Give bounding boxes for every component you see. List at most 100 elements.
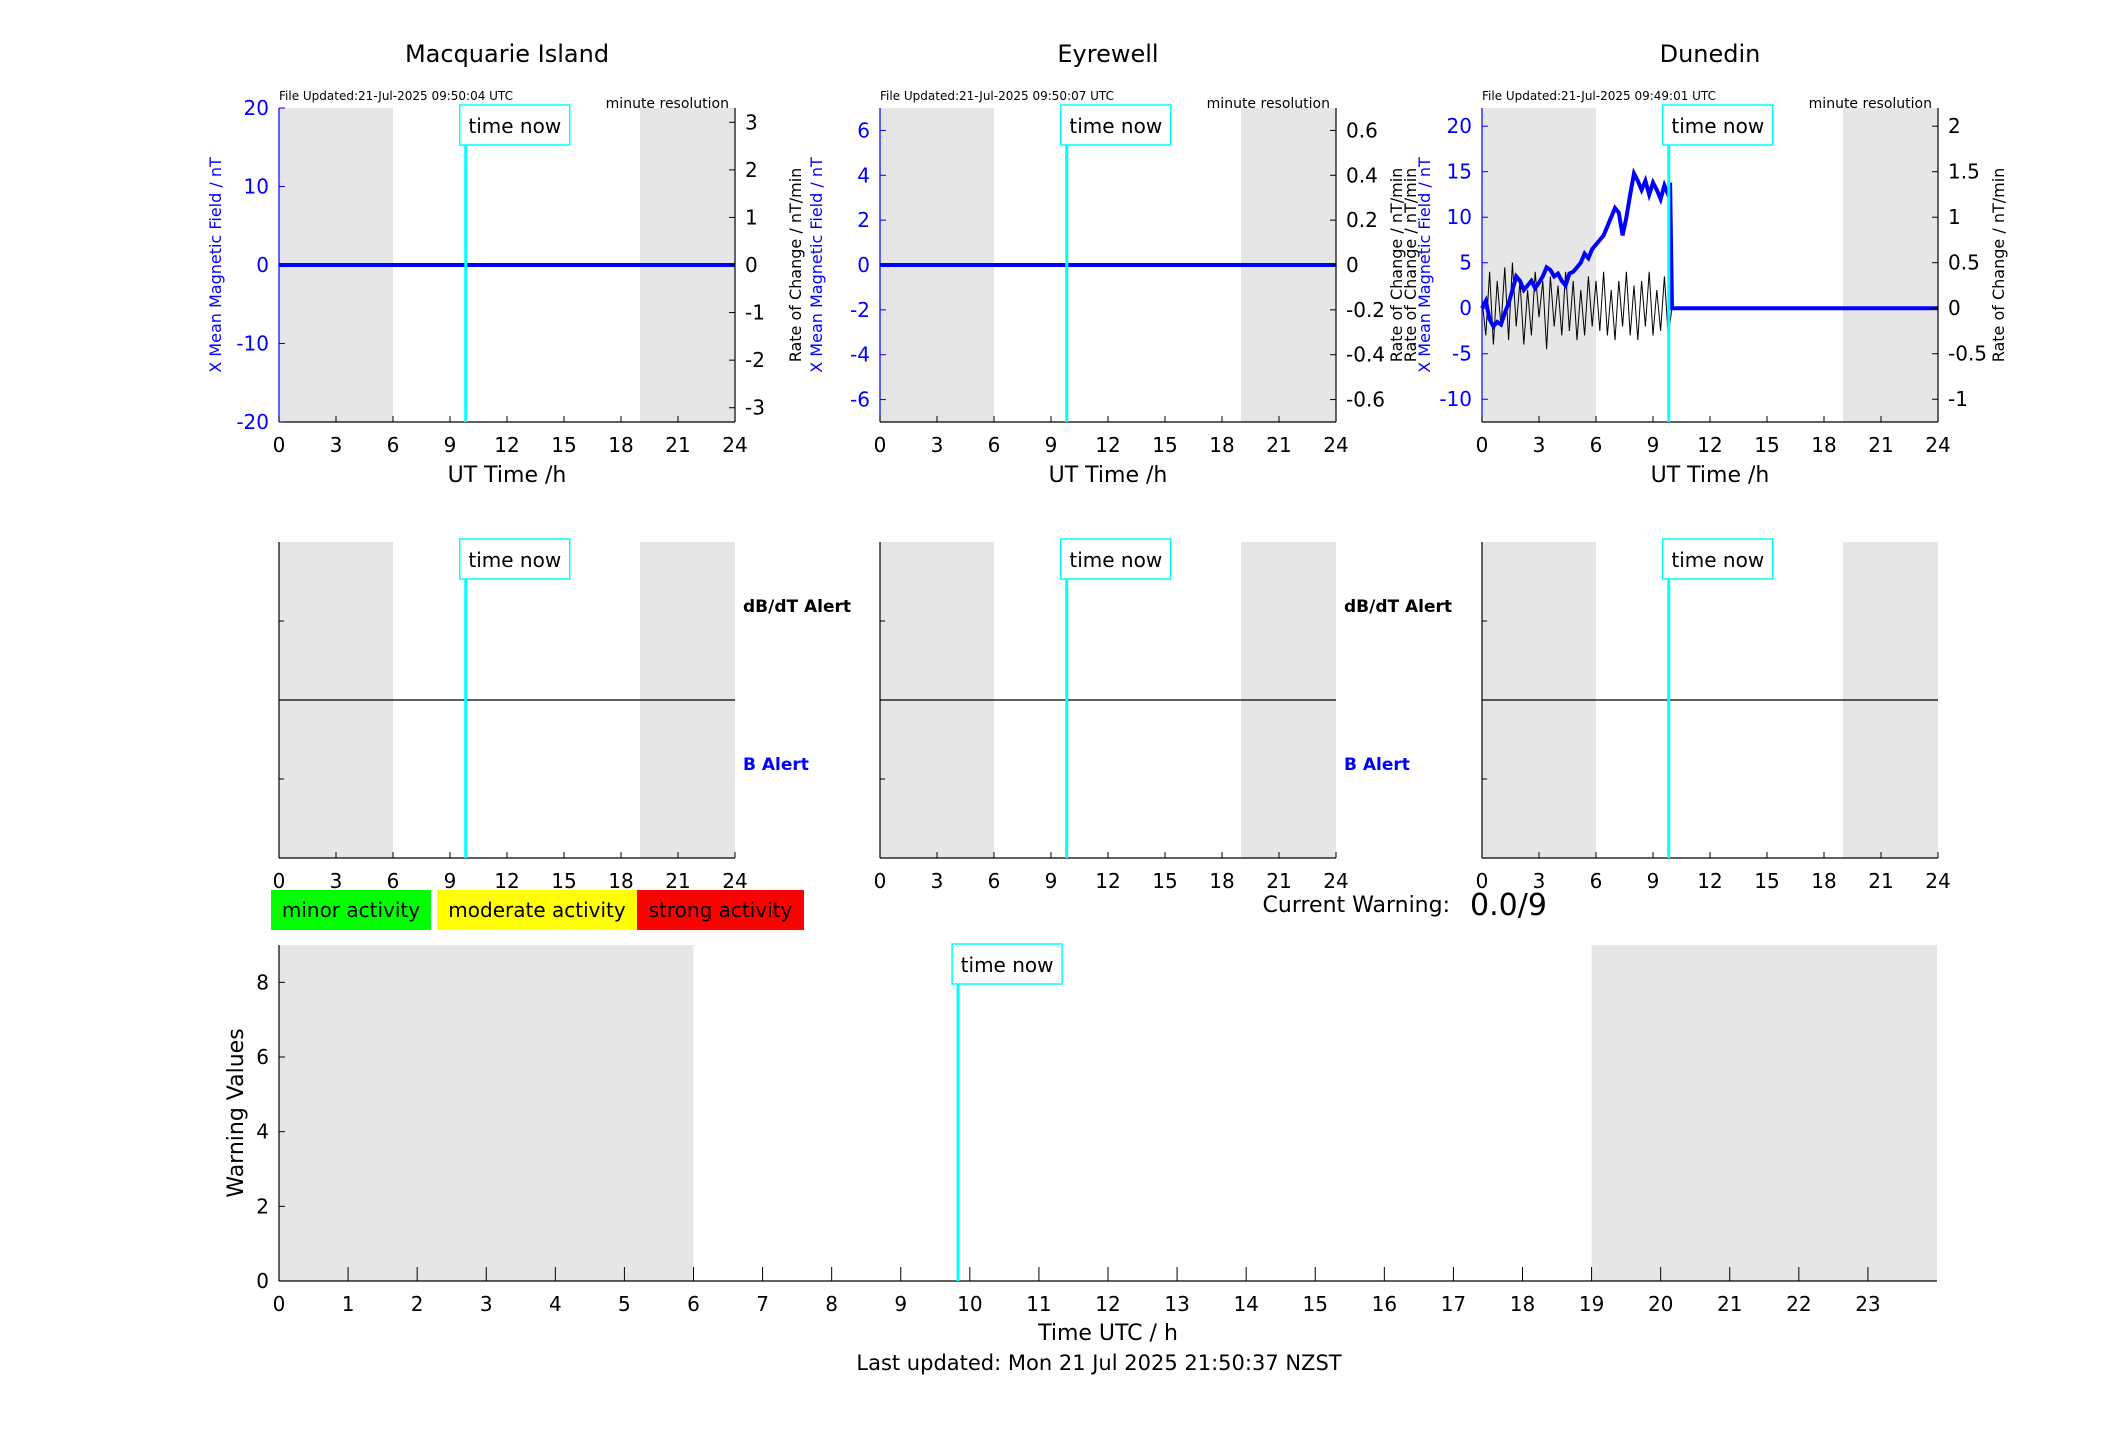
x-tick-label: 13	[1164, 1292, 1189, 1316]
time-now-label: time now	[468, 548, 561, 572]
file-updated: File Updated:21-Jul-2025 09:49:01 UTC	[1482, 89, 1716, 103]
x-tick-label: 0	[273, 869, 286, 893]
field-series	[1480, 167, 1938, 330]
y-right-tick-label: 2	[1948, 114, 1961, 138]
y-right-tick-label: 2	[745, 158, 758, 182]
y-tick-label: -10	[1439, 387, 1472, 411]
y-right-axis-label: Rate of Change / nT/min	[786, 168, 805, 363]
x-tick-label: 0	[273, 1292, 286, 1316]
x-tick-label: 7	[756, 1292, 769, 1316]
b-alert-label: B Alert	[1344, 755, 1410, 775]
x-tick-label: 6	[387, 433, 400, 457]
y-right-tick-label: 0.2	[1346, 208, 1378, 232]
x-tick-label: 0	[1476, 433, 1489, 457]
y-right-tick-label: -0.2	[1346, 298, 1385, 322]
x-tick-label: 6	[1590, 433, 1603, 457]
x-tick-label: 19	[1579, 1292, 1604, 1316]
x-tick-label: 9	[1647, 869, 1660, 893]
x-tick-label: 15	[1152, 869, 1177, 893]
night-shade	[1843, 108, 1938, 422]
time-now-label: time now	[1671, 548, 1764, 572]
station-title: Macquarie Island	[405, 40, 609, 68]
y-tick-label: 6	[256, 1045, 269, 1069]
x-tick-label: 3	[480, 1292, 493, 1316]
y-right-tick-label: 1	[1948, 205, 1961, 229]
b-alert-label: B Alert	[743, 755, 809, 775]
y-tick-label: 0	[1459, 296, 1472, 320]
legend-swatch	[437, 890, 637, 930]
y-tick-label: -10	[236, 332, 269, 356]
x-tick-label: 18	[1811, 869, 1836, 893]
y-tick-label: 4	[256, 1120, 269, 1144]
x-tick-label: 2	[411, 1292, 424, 1316]
x-tick-label: 24	[722, 433, 747, 457]
y-tick-label: 0	[857, 253, 870, 277]
alert-chart-2: time now 0 3 6 9 12 15 18 21 24	[1476, 538, 1951, 893]
x-tick-label: 4	[549, 1292, 562, 1316]
x-tick-label: 6	[988, 433, 1001, 457]
x-tick-label: 3	[931, 433, 944, 457]
y-right-tick-label: 3	[745, 110, 758, 134]
y-axis-label-rate-left: Rate of Change / nT/min	[1401, 168, 1420, 363]
y-right-tick-label: 0	[745, 253, 758, 277]
x-tick-label: 21	[1717, 1292, 1742, 1316]
x-tick-label: 24	[1323, 869, 1348, 893]
x-tick-label: 9	[444, 869, 457, 893]
x-tick-label: 22	[1786, 1292, 1811, 1316]
x-tick-label: 0	[874, 869, 887, 893]
legend-label: minor activity	[282, 898, 420, 922]
y-axis-label: Warning Values	[224, 1028, 249, 1197]
x-tick-label: 21	[1868, 869, 1893, 893]
current-warning-value: 0.0/9	[1470, 888, 1547, 923]
resolution-label: minute resolution	[1207, 96, 1330, 112]
x-tick-label: 15	[551, 869, 576, 893]
x-tick-label: 20	[1648, 1292, 1673, 1316]
y-tick-label: 0	[256, 253, 269, 277]
y-tick-label: 4	[857, 163, 870, 187]
night-shade	[1591, 945, 1937, 1281]
y-right-tick-label: -2	[745, 348, 765, 372]
x-tick-label: 9	[1045, 433, 1058, 457]
night-shade	[279, 945, 694, 1281]
x-tick-label: 17	[1441, 1292, 1466, 1316]
x-tick-label: 12	[1095, 1292, 1120, 1316]
x-tick-label: 21	[1868, 433, 1893, 457]
time-now-box	[951, 943, 1063, 985]
x-tick-label: 18	[1811, 433, 1836, 457]
y-tick-label: 2	[256, 1194, 269, 1218]
y-right-tick-label: 0.6	[1346, 118, 1378, 142]
y-tick-label: 8	[256, 970, 269, 994]
x-tick-label: 12	[494, 433, 519, 457]
x-tick-label: 6	[1590, 869, 1603, 893]
x-tick-label: 3	[1533, 869, 1546, 893]
x-tick-label: 18	[1510, 1292, 1535, 1316]
x-tick-label: 10	[957, 1292, 982, 1316]
time-now-label: time now	[468, 114, 561, 138]
x-tick-label: 15	[551, 433, 576, 457]
y-right-tick-label: 1.5	[1948, 160, 1980, 184]
x-tick-label: 14	[1233, 1292, 1258, 1316]
y-right-tick-label: -0.4	[1346, 343, 1385, 367]
alert-chart-1: time now 0 3 6 9 12 15 18 21 24 dB/dT Alert B Alert	[874, 538, 1452, 893]
x-tick-label: 3	[931, 869, 944, 893]
time-now-box	[1662, 104, 1774, 146]
x-axis-label: UT Time /h	[1049, 463, 1168, 488]
y-tick-label: 20	[1447, 114, 1472, 138]
legend-item-2: strong activity	[637, 890, 804, 930]
x-tick-label: 24	[1925, 433, 1950, 457]
x-tick-label: 6	[387, 869, 400, 893]
y-tick-label: -5	[1452, 342, 1472, 366]
x-tick-label: 9	[1647, 433, 1660, 457]
x-tick-label: 15	[1754, 869, 1779, 893]
x-tick-label: 21	[665, 433, 690, 457]
x-tick-label: 21	[665, 869, 690, 893]
x-tick-label: 23	[1855, 1292, 1880, 1316]
y-right-tick-label: -0.6	[1346, 388, 1385, 412]
x-tick-label: 6	[687, 1292, 700, 1316]
x-tick-label: 18	[1209, 869, 1234, 893]
time-now-box	[1060, 104, 1172, 146]
x-tick-label: 9	[1045, 869, 1058, 893]
